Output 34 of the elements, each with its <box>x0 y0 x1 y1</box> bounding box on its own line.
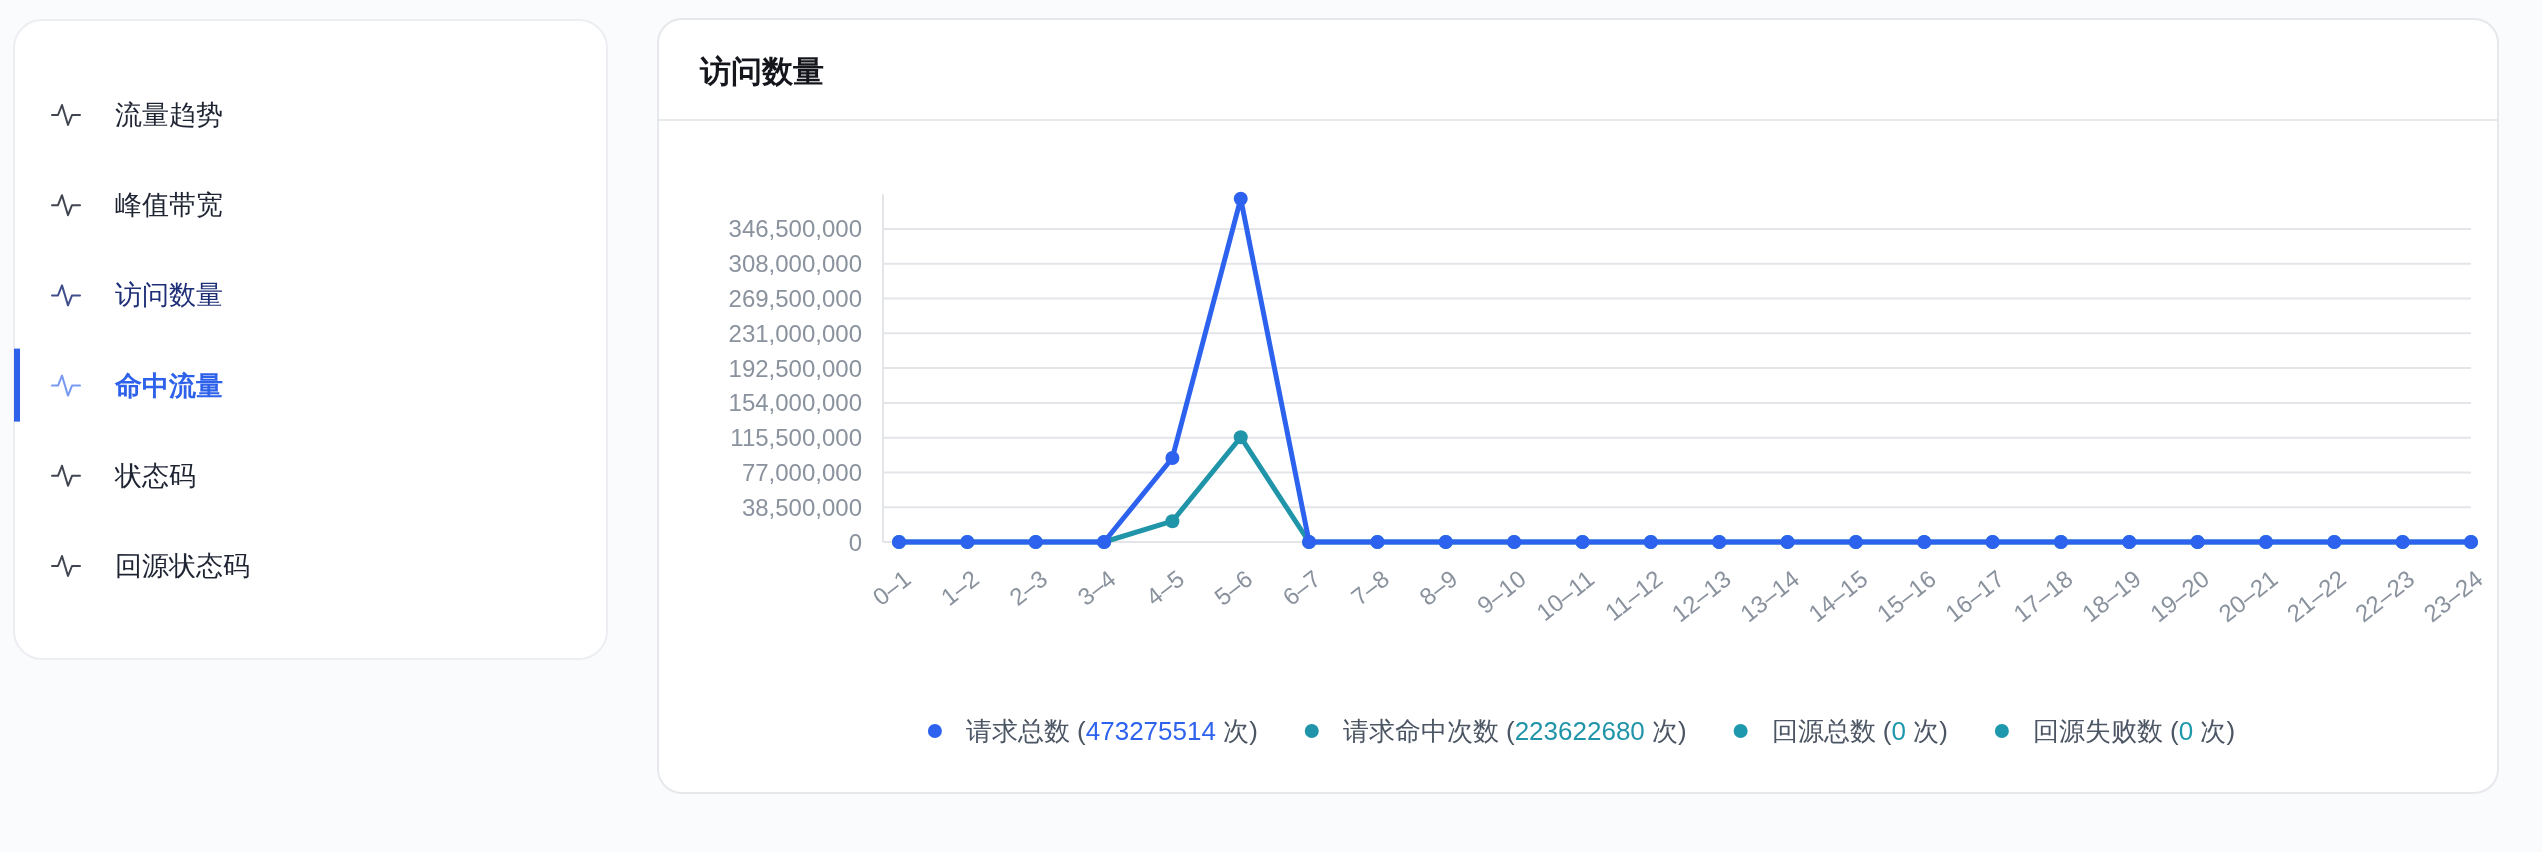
x-tick-label: 6–7 <box>1277 564 1326 611</box>
y-tick-label: 38,500,000 <box>741 493 862 521</box>
x-tick-label: 0–1 <box>867 564 916 611</box>
y-tick-label: 346,500,000 <box>728 215 862 243</box>
point <box>1165 450 1180 465</box>
x-tick-label: 3–4 <box>1072 564 1121 611</box>
y-tick-label: 115,500,000 <box>730 424 862 452</box>
category-label: 峰值带宽 <box>115 190 223 221</box>
y-tick-label: 192,500,000 <box>728 354 862 382</box>
category-label: 流量趋势 <box>115 100 223 130</box>
y-tick-label: 308,000,000 <box>728 250 862 278</box>
category-label: 状态码 <box>114 460 196 491</box>
x-tick-label: 1–2 <box>935 564 984 611</box>
point <box>1233 430 1248 445</box>
x-tick-label: 4–5 <box>1140 564 1189 611</box>
y-tick-label: 231,000,000 <box>728 319 862 347</box>
y-tick-label: 77,000,000 <box>741 458 862 486</box>
category-label: 命中流量 <box>114 370 223 401</box>
y-tick-label: 154,000,000 <box>728 389 862 417</box>
legend-label: 回源失败数 (0 次) <box>2032 716 2236 746</box>
category-label: 访问数量 <box>115 280 223 311</box>
x-tick-label: 5–6 <box>1208 564 1258 611</box>
category-label: 回源状态码 <box>115 551 250 581</box>
y-tick-label: 0 <box>848 528 862 556</box>
legend-label: 回源总数 (0 次) <box>1771 716 1948 746</box>
point <box>1165 514 1180 529</box>
legend-label: 请求命中次数 (223622680 次) <box>1342 716 1687 746</box>
x-tick-label: 2–3 <box>1003 564 1053 611</box>
x-tick-label: 8–9 <box>1413 564 1463 611</box>
legend-label: 请求总数 (473275514 次) <box>965 716 1258 746</box>
chart-title: 访问数量 <box>699 53 824 89</box>
point <box>1233 191 1248 206</box>
y-tick-label: 269,500,000 <box>728 285 862 313</box>
x-tick-label: 7–8 <box>1345 564 1394 611</box>
